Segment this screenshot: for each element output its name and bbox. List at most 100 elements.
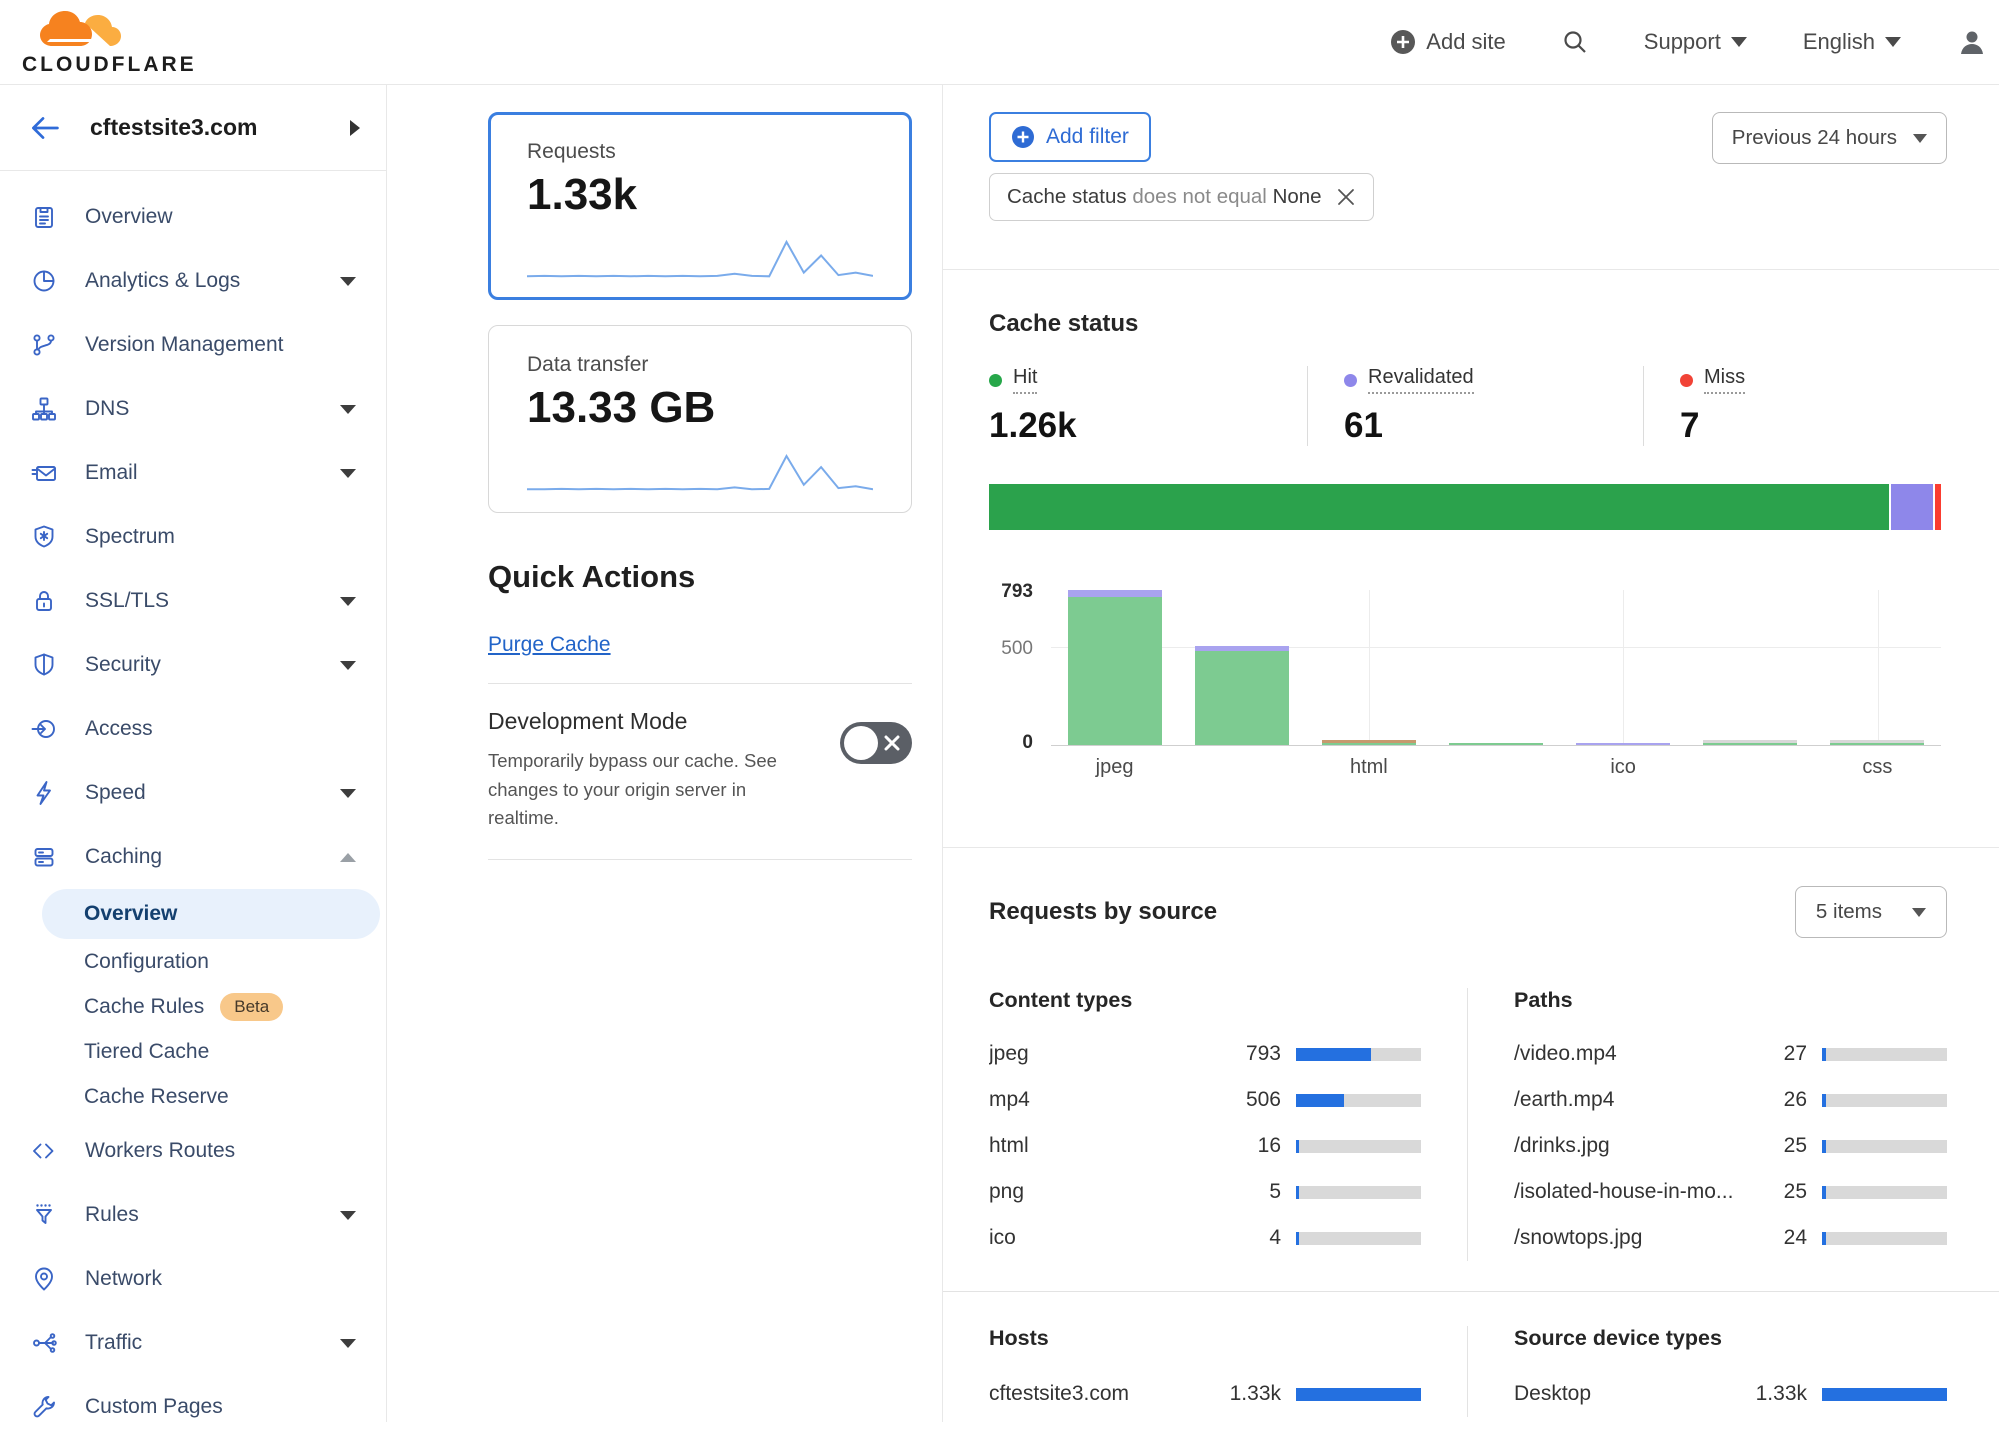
progress-bar — [1296, 1185, 1421, 1199]
data-transfer-metric-card[interactable]: Data transfer 13.33 GB — [488, 325, 912, 513]
add-filter-button[interactable]: Add filter — [989, 112, 1151, 162]
sidebar-item-email[interactable]: Email — [0, 441, 386, 505]
divider — [488, 683, 912, 684]
path-row[interactable]: /isolated-house-in-mo... 25 — [1514, 1169, 1947, 1215]
support-menu[interactable]: Support — [1644, 29, 1747, 55]
hit-value: 1.26k — [989, 406, 1077, 445]
items-count-select[interactable]: 5 items — [1794, 886, 1947, 938]
content-type-row[interactable]: html 16 — [989, 1123, 1421, 1169]
source-device-types-column: Source device types Desktop 1.33k — [1468, 1326, 1947, 1417]
bar-css[interactable] — [1830, 740, 1925, 745]
bar-chart-plot-area — [1051, 590, 1941, 746]
miss-dot — [1680, 373, 1693, 387]
sidebar-item-speed[interactable]: Speed — [0, 761, 386, 825]
requests-value: 1.33k — [527, 170, 638, 219]
cache-status-bar-chart: 793 500 0 jpeg html ico css — [989, 581, 1941, 779]
sitemap-icon — [30, 395, 58, 423]
sidebar-item-network[interactable]: Network — [0, 1247, 386, 1311]
sidebar-item-custom-pages[interactable]: Custom Pages — [0, 1375, 386, 1439]
content-type-row[interactable]: mp4 506 — [989, 1077, 1421, 1123]
content-types-title: Content types — [989, 988, 1133, 1012]
sidebar-subitem-cache-rules[interactable]: Cache Rules Beta — [0, 984, 386, 1029]
site-header: cftestsite3.com — [0, 85, 386, 171]
progress-bar — [1822, 1387, 1947, 1401]
bar-slot — [1305, 590, 1432, 745]
development-mode-toggle[interactable] — [840, 722, 912, 764]
add-site-button[interactable]: Add site — [1390, 29, 1506, 55]
language-menu[interactable]: English — [1803, 29, 1901, 55]
search-button[interactable] — [1562, 29, 1588, 55]
shield-snowflake-icon — [30, 523, 58, 551]
progress-bar — [1822, 1185, 1947, 1199]
gridline-vertical — [1877, 590, 1879, 745]
sidebar-item-security[interactable]: Security — [0, 633, 386, 697]
sidebar-subitem-caching-overview[interactable]: Overview — [42, 889, 380, 939]
sidebar-item-spectrum[interactable]: Spectrum — [0, 505, 386, 569]
filter-section: Add filter Previous 24 hours Cache statu… — [943, 85, 1999, 270]
bar-png[interactable] — [1448, 742, 1544, 745]
sidebar-subitem-configuration[interactable]: Configuration — [84, 949, 209, 973]
bar-unlabeled[interactable] — [1703, 740, 1798, 745]
sidebar-item-analytics-logs[interactable]: Analytics & Logs — [0, 249, 386, 313]
gridline-vertical — [1368, 590, 1370, 745]
content-type-row[interactable]: jpeg 793 — [989, 1031, 1421, 1077]
content-type-row[interactable]: ico 4 — [989, 1215, 1421, 1261]
plus-circle-icon — [1391, 30, 1416, 54]
path-row[interactable]: /earth.mp4 26 — [1514, 1077, 1947, 1123]
revalidated-label[interactable]: Revalidated — [1368, 366, 1474, 394]
sidebar-item-dns[interactable]: DNS — [0, 377, 386, 441]
x-tick-label: html — [1349, 756, 1388, 778]
x-tick-label — [1432, 756, 1559, 779]
remove-filter-icon[interactable] — [1336, 187, 1356, 207]
sidebar-subitem-cache-reserve[interactable]: Cache Reserve — [84, 1084, 229, 1108]
bar-ico[interactable] — [1576, 742, 1671, 745]
requests-metric-card[interactable]: Requests 1.33k — [488, 112, 912, 300]
x-tick-label — [1178, 756, 1305, 779]
chevron-down-icon — [340, 1210, 356, 1220]
account-button[interactable] — [1957, 27, 1987, 57]
chevron-right-icon[interactable] — [350, 119, 360, 136]
pie-chart-icon — [30, 267, 58, 295]
cloudflare-logo[interactable]: CLOUDFLARE — [22, 8, 197, 77]
sidebar-item-overview[interactable]: Overview — [0, 185, 386, 249]
chevron-down-icon — [340, 596, 356, 606]
filter-value: None — [1272, 185, 1322, 208]
bar-jpeg[interactable] — [1067, 590, 1162, 745]
time-range-select[interactable]: Previous 24 hours — [1711, 112, 1947, 164]
lock-icon — [30, 587, 58, 615]
stacked-segment-revalidated — [1888, 484, 1934, 530]
sidebar-subitem-tiered-cache[interactable]: Tiered Cache — [84, 1039, 210, 1063]
sidebar-item-caching[interactable]: Caching — [0, 825, 386, 889]
bar-slot — [1051, 590, 1178, 745]
content-type-row[interactable]: png 5 — [989, 1169, 1421, 1215]
filter-chip-cache-status[interactable]: Cache status does not equal None — [989, 173, 1374, 221]
host-row[interactable]: cftestsite3.com 1.33k — [989, 1371, 1421, 1417]
development-mode-title: Development Mode — [488, 708, 688, 734]
bar-mp4[interactable] — [1194, 646, 1289, 745]
progress-bar — [1296, 1093, 1421, 1107]
purge-cache-link[interactable]: Purge Cache — [488, 633, 611, 656]
source-columns-top: Content types jpeg 793 mp4 506 html 16 — [989, 988, 1947, 1261]
bar-segment-revalidated — [1194, 646, 1289, 651]
back-arrow-icon[interactable] — [26, 112, 60, 144]
sidebar-item-rules[interactable]: Rules — [0, 1183, 386, 1247]
sidebar-item-workers-routes[interactable]: Workers Routes — [0, 1119, 386, 1183]
path-row[interactable]: /snowtops.jpg 24 — [1514, 1215, 1947, 1261]
path-row[interactable]: /video.mp4 27 — [1514, 1031, 1947, 1077]
paths-title: Paths — [1514, 988, 1573, 1012]
bar-html[interactable] — [1321, 740, 1416, 745]
miss-label[interactable]: Miss — [1704, 366, 1746, 394]
sidebar-item-version-management[interactable]: Version Management — [0, 313, 386, 377]
sidebar-item-traffic[interactable]: Traffic — [0, 1311, 386, 1375]
cache-status-stats: Hit 1.26k Revalidated 61 Miss 7 — [989, 366, 1947, 446]
sidebar-item-access[interactable]: Access — [0, 697, 386, 761]
hit-label[interactable]: Hit — [1013, 366, 1038, 394]
search-icon — [1564, 31, 1586, 53]
bar-segment-hit — [1703, 742, 1798, 745]
hosts-column: Hosts cftestsite3.com 1.33k — [989, 1326, 1468, 1417]
server-stack-icon — [30, 843, 58, 871]
sidebar-item-ssl-tls[interactable]: SSL/TLS — [0, 569, 386, 633]
path-row[interactable]: /drinks.jpg 25 — [1514, 1123, 1947, 1169]
device-row[interactable]: Desktop 1.33k — [1514, 1371, 1947, 1417]
hosts-title: Hosts — [989, 1326, 1049, 1350]
